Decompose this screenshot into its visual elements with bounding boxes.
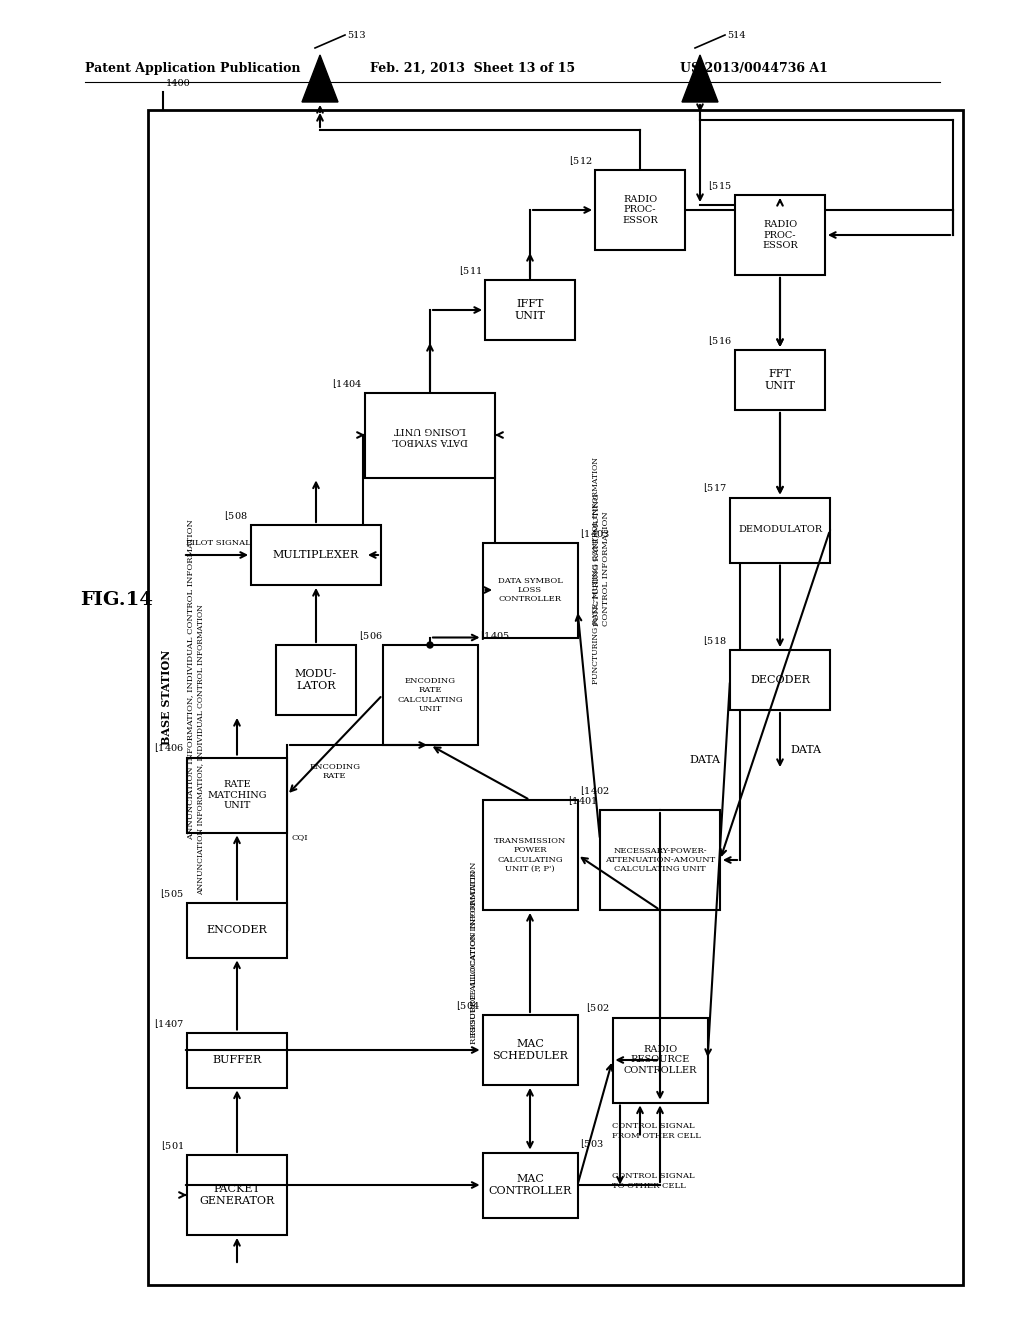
Text: CONTROL SIGNAL
TO OTHER CELL: CONTROL SIGNAL TO OTHER CELL: [612, 1172, 695, 1189]
Text: MULTIPLEXER: MULTIPLEXER: [272, 550, 359, 560]
Text: $\lfloor$518: $\lfloor$518: [703, 634, 727, 647]
Text: $\lfloor$501: $\lfloor$501: [161, 1139, 184, 1152]
Text: $\lfloor$504: $\lfloor$504: [456, 999, 479, 1012]
Polygon shape: [302, 55, 338, 102]
Text: RATE
MATCHING
UNIT: RATE MATCHING UNIT: [207, 780, 266, 810]
Text: $\lfloor$517: $\lfloor$517: [703, 482, 727, 495]
Text: $\lfloor$515: $\lfloor$515: [709, 180, 732, 191]
Text: NECESSARY-POWER-
ATTENUATION-AMOUNT
CALCULATING UNIT: NECESSARY-POWER- ATTENUATION-AMOUNT CALC…: [605, 847, 715, 874]
Text: FFT
UNIT: FFT UNIT: [765, 370, 796, 391]
Bar: [482, 800, 578, 909]
Text: $\lfloor$1403: $\lfloor$1403: [581, 527, 610, 540]
Text: MAC
SCHEDULER: MAC SCHEDULER: [493, 1039, 568, 1061]
Text: PACKET
GENERATOR: PACKET GENERATOR: [200, 1184, 274, 1205]
Bar: [485, 280, 575, 341]
Bar: [730, 498, 830, 562]
Circle shape: [427, 642, 433, 648]
Text: ENCODING
RATE: ENCODING RATE: [309, 763, 360, 780]
Text: PUNCTURING RATE, MUTING CONTROL INFORMATION: PUNCTURING RATE, MUTING CONTROL INFORMAT…: [592, 457, 599, 684]
Text: $\lfloor$1407: $\lfloor$1407: [154, 1016, 184, 1030]
Bar: [187, 903, 287, 957]
Text: PILOT SIGNAL: PILOT SIGNAL: [186, 539, 251, 546]
Text: ENCODING
RATE
CALCULATING
UNIT: ENCODING RATE CALCULATING UNIT: [397, 677, 463, 713]
Text: 513: 513: [347, 30, 366, 40]
Text: FIG.14: FIG.14: [80, 591, 153, 609]
Text: CQI: CQI: [292, 833, 308, 842]
Text: $\lfloor$502: $\lfloor$502: [586, 1002, 609, 1015]
Text: RESOURCE ALLOCATION INFORMATION: RESOURCE ALLOCATION INFORMATION: [469, 861, 477, 1044]
Text: MODU-
LATOR: MODU- LATOR: [295, 669, 337, 690]
Text: $\lfloor$516: $\lfloor$516: [709, 334, 732, 347]
Text: RADIO
PROC-
ESSOR: RADIO PROC- ESSOR: [623, 195, 657, 224]
Text: ENCODER: ENCODER: [207, 925, 267, 935]
Text: BUFFER: BUFFER: [212, 1055, 261, 1065]
Text: 514: 514: [727, 30, 745, 40]
Text: $\lfloor$1404: $\lfloor$1404: [332, 376, 362, 389]
Text: DEMODULATOR: DEMODULATOR: [738, 525, 822, 535]
Polygon shape: [682, 55, 718, 102]
Text: RESOURCE ALLOCATION INFORMATION: RESOURCE ALLOCATION INFORMATION: [470, 870, 478, 1035]
Bar: [187, 758, 287, 833]
Bar: [735, 195, 825, 275]
Bar: [612, 1018, 708, 1102]
Bar: [730, 649, 830, 710]
Text: RADIO
RESOURCE
CONTROLLER: RADIO RESOURCE CONTROLLER: [624, 1045, 696, 1074]
Text: $\lfloor$1402: $\lfloor$1402: [581, 784, 610, 797]
Bar: [595, 170, 685, 249]
Text: $\lfloor$508: $\lfloor$508: [224, 510, 248, 521]
Text: TRANSMISSION
POWER
CALCULATING
UNIT (P, P'): TRANSMISSION POWER CALCULATING UNIT (P, …: [494, 837, 566, 873]
Text: 1400: 1400: [166, 79, 190, 88]
Bar: [251, 525, 381, 585]
Text: RADIO
PROC-
ESSOR: RADIO PROC- ESSOR: [762, 220, 798, 249]
Text: ANNUNCIATION INFORMATION, INDIVIDUAL CONTROL INFORMATION: ANNUNCIATION INFORMATION, INDIVIDUAL CON…: [196, 605, 204, 895]
Text: DATA SYMBOL
LOSS
CONTROLLER: DATA SYMBOL LOSS CONTROLLER: [498, 577, 562, 603]
Bar: [735, 350, 825, 411]
Text: PUNCTURING RATE, MUTING
CONTROL INFORMATION: PUNCTURING RATE, MUTING CONTROL INFORMAT…: [593, 494, 609, 627]
Text: $\lfloor$1405: $\lfloor$1405: [480, 630, 510, 642]
Bar: [482, 1015, 578, 1085]
Bar: [600, 810, 720, 909]
Text: CONTROL SIGNAL
FROM OTHER CELL: CONTROL SIGNAL FROM OTHER CELL: [612, 1122, 701, 1139]
Text: $\lfloor$511: $\lfloor$511: [459, 264, 482, 277]
Bar: [148, 110, 963, 1284]
Bar: [383, 645, 477, 744]
Bar: [187, 1155, 287, 1236]
Text: MAC
CONTROLLER: MAC CONTROLLER: [488, 1175, 571, 1196]
Bar: [187, 1032, 287, 1088]
Text: DATA: DATA: [689, 755, 720, 766]
Bar: [482, 543, 578, 638]
Text: $\lfloor$503: $\lfloor$503: [581, 1137, 604, 1150]
Text: ANNUNCIATION INFORMATION, INDIVIDUAL CONTROL INFORMATION: ANNUNCIATION INFORMATION, INDIVIDUAL CON…: [186, 520, 194, 841]
Bar: [365, 392, 495, 478]
Text: $\lfloor$1406: $\lfloor$1406: [154, 742, 184, 755]
Text: Patent Application Publication: Patent Application Publication: [85, 62, 300, 75]
Text: BASE STATION: BASE STATION: [161, 649, 171, 746]
Text: DATA: DATA: [790, 744, 821, 755]
Text: DATA SYMBOL
LOSING UNIT: DATA SYMBOL LOSING UNIT: [392, 425, 468, 445]
Bar: [276, 645, 356, 715]
Text: $\lfloor$505: $\lfloor$505: [161, 887, 184, 899]
Text: $\lfloor$512: $\lfloor$512: [568, 154, 592, 168]
Text: DECODER: DECODER: [750, 675, 810, 685]
Text: $\lfloor$1401: $\lfloor$1401: [567, 795, 597, 807]
Bar: [482, 1152, 578, 1217]
Text: $\lfloor$506: $\lfloor$506: [359, 630, 383, 642]
Text: IFFT
UNIT: IFFT UNIT: [515, 300, 546, 321]
Text: Feb. 21, 2013  Sheet 13 of 15: Feb. 21, 2013 Sheet 13 of 15: [370, 62, 575, 75]
Text: US 2013/0044736 A1: US 2013/0044736 A1: [680, 62, 827, 75]
